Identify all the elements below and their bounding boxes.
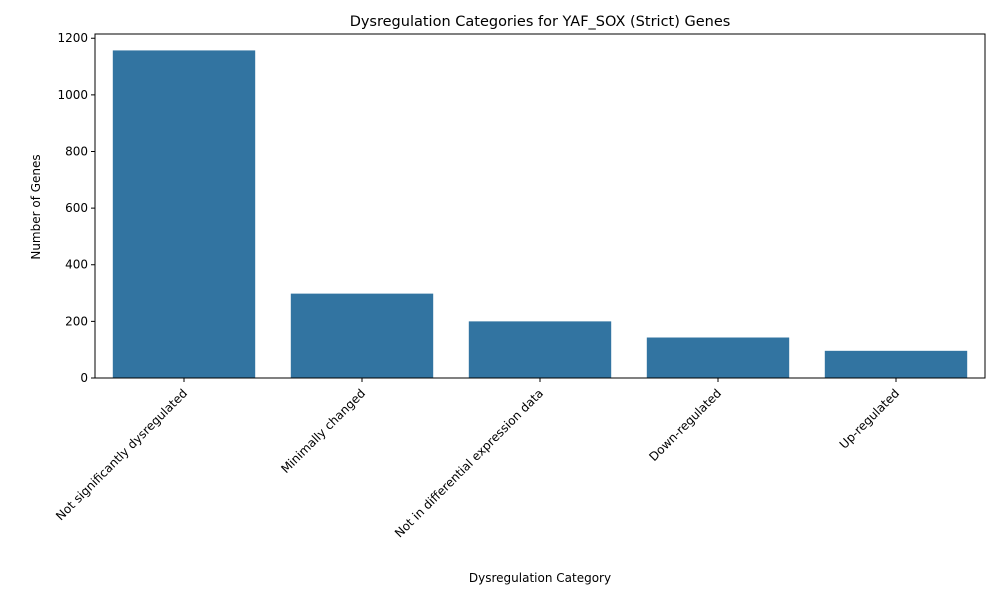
x-axis-label: Dysregulation Category xyxy=(469,571,611,585)
x-tick-label: Not in differential expression data xyxy=(392,386,546,540)
y-axis: 0 200 400 600 800 1000 1200 xyxy=(57,31,95,385)
y-tick-label: 1000 xyxy=(57,88,88,102)
y-tick-label: 1200 xyxy=(57,31,88,45)
x-tick-label: Not significantly dysregulated xyxy=(53,386,190,523)
bar xyxy=(646,337,790,378)
x-axis: Not significantly dysregulated Minimally … xyxy=(53,378,902,540)
bar xyxy=(824,350,968,378)
y-tick-label: 0 xyxy=(80,371,88,385)
x-tick-label: Minimally changed xyxy=(278,386,368,476)
bar xyxy=(112,50,256,379)
y-tick-label: 200 xyxy=(65,314,88,328)
x-tick-label: Down-regulated xyxy=(646,386,724,464)
bar xyxy=(468,321,612,378)
y-tick-label: 600 xyxy=(65,201,88,215)
x-tick-label: Up-regulated xyxy=(837,386,902,451)
y-tick-label: 800 xyxy=(65,144,88,158)
y-axis-label: Number of Genes xyxy=(29,154,43,259)
bars-group xyxy=(112,50,968,379)
y-tick-label: 400 xyxy=(65,258,88,272)
bar xyxy=(290,293,434,378)
chart-title: Dysregulation Categories for YAF_SOX (St… xyxy=(350,14,731,30)
plot-frame xyxy=(94,33,986,379)
